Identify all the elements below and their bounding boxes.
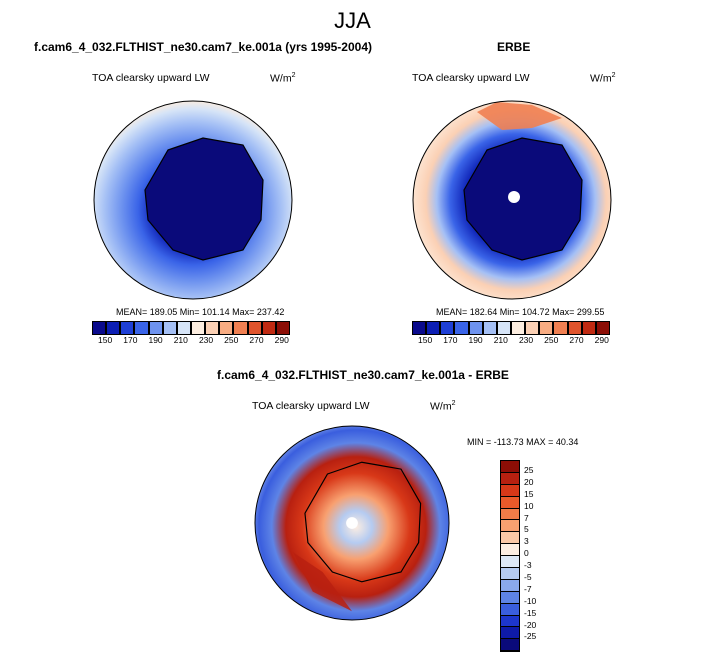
colorbar-tick-label: -5 — [524, 572, 532, 583]
colorbar-swatch — [501, 461, 519, 473]
colorbar-tick-label: -7 — [524, 583, 532, 594]
figure-title: JJA — [334, 8, 371, 33]
colorbar-swatch — [501, 615, 519, 628]
model-polar-map — [93, 100, 293, 300]
colorbar-swatch — [468, 321, 483, 335]
colorbar-tick-label: 270 — [249, 335, 264, 345]
colorbar-tick-label: 230 — [518, 335, 534, 345]
colorbar-swatch — [426, 321, 441, 335]
colorbar-swatch — [501, 496, 519, 509]
colorbar-tick-label: 5 — [524, 524, 529, 535]
diff-polar-map — [254, 425, 450, 621]
colorbar-swatch — [482, 321, 497, 335]
colorbar-swatch — [510, 321, 526, 335]
colorbar-tick-label: 150 — [98, 335, 113, 345]
obs-panel-title: ERBE — [497, 40, 531, 54]
colorbar-tick-label: 10 — [524, 500, 534, 511]
colorbar-swatch — [581, 321, 596, 335]
colorbar-swatch — [496, 321, 511, 335]
colorbar-swatch — [176, 321, 191, 335]
diff-antarctica-outline — [304, 461, 422, 583]
colorbar-tick-label: 230 — [198, 335, 214, 345]
model-colorbar: 150 170 190 210 230 250 270 290 — [92, 321, 300, 345]
colorbar-swatch — [106, 321, 121, 335]
colorbar-tick-label: 20 — [524, 476, 534, 487]
colorbar-swatch — [501, 556, 519, 569]
colorbar-swatch — [567, 321, 582, 335]
obs-stats: MEAN= 182.64 Min= 104.72 Max= 299.55 — [436, 307, 605, 317]
colorbar-swatch — [501, 568, 519, 580]
colorbar-swatch — [501, 508, 519, 521]
colorbar-swatch — [525, 321, 540, 335]
colorbar-tick-label: 7 — [524, 512, 529, 523]
colorbar-swatch — [501, 579, 519, 592]
colorbar-swatch — [501, 532, 519, 545]
colorbar-swatch — [412, 321, 427, 335]
colorbar-tick-label: 210 — [493, 335, 508, 345]
diff-stats: MIN = -113.73 MAX = 40.34 — [467, 437, 579, 447]
model-variable-label: TOA clearsky upward LW — [92, 72, 210, 84]
obs-colorbar: 150 170 190 210 230 250 270 290 — [412, 321, 620, 345]
colorbar-swatch — [501, 627, 519, 640]
model-panel-title: f.cam6_4_032.FLTHIST_ne30.cam7_ke.001a (… — [34, 40, 372, 54]
colorbar-tick-label: 290 — [594, 335, 609, 345]
colorbar-swatch — [120, 321, 135, 335]
colorbar-tick-label: 15 — [524, 488, 534, 499]
obs-antarctica-outline — [463, 137, 583, 261]
colorbar-tick-label: -20 — [524, 619, 537, 630]
colorbar-swatch — [219, 321, 234, 335]
colorbar-swatch — [501, 544, 519, 557]
colorbar-swatch — [539, 321, 554, 335]
colorbar-tick-label: 210 — [173, 335, 188, 345]
diff-panel-title: f.cam6_4_032.FLTHIST_ne30.cam7_ke.001a -… — [217, 368, 509, 382]
colorbar-tick-label: -10 — [524, 595, 537, 606]
colorbar-swatch — [595, 321, 610, 335]
colorbar-swatch — [162, 321, 177, 335]
colorbar-tick-label: 250 — [544, 335, 559, 345]
colorbar-tick-label: -25 — [524, 631, 537, 642]
diff-pole-hole — [346, 517, 358, 529]
colorbar-tick-label: 3 — [524, 536, 529, 547]
colorbar-swatch — [261, 321, 276, 335]
colorbar-swatch — [205, 321, 220, 335]
obs-variable-label: TOA clearsky upward LW — [412, 72, 530, 84]
diff-variable-label: TOA clearsky upward LW — [252, 400, 370, 412]
colorbar-swatch — [134, 321, 149, 335]
colorbar-tick-label: -3 — [524, 560, 532, 571]
colorbar-tick-label: 25 — [524, 465, 534, 475]
colorbar-swatch — [501, 520, 519, 533]
colorbar-tick-label: 190 — [148, 335, 163, 345]
colorbar-swatch — [92, 321, 107, 335]
model-antarctica-outline — [144, 137, 264, 261]
colorbar-swatch — [440, 321, 455, 335]
obs-units-label: W/m2 — [590, 72, 616, 85]
diff-units-label: W/m2 — [430, 400, 456, 413]
colorbar-tick-label: -15 — [524, 607, 537, 618]
model-stats: MEAN= 189.05 Min= 101.14 Max= 237.42 — [116, 307, 285, 317]
colorbar-swatch — [275, 321, 290, 335]
colorbar-swatch — [247, 321, 262, 335]
colorbar-swatch — [501, 591, 519, 604]
colorbar-tick-label: 250 — [224, 335, 239, 345]
colorbar-tick-label: 0 — [524, 548, 529, 559]
colorbar-swatch — [190, 321, 206, 335]
colorbar-swatch — [233, 321, 248, 335]
model-units-label: W/m2 — [270, 72, 296, 85]
colorbar-tick-label: 170 — [123, 335, 138, 345]
colorbar-swatch — [501, 639, 519, 652]
colorbar-swatch — [553, 321, 568, 335]
colorbar-tick-label: 150 — [418, 335, 433, 345]
colorbar-tick-label: 190 — [468, 335, 483, 345]
colorbar-swatch — [148, 321, 163, 335]
colorbar-swatch — [454, 321, 469, 335]
colorbar-swatch — [501, 472, 519, 485]
obs-pole-hole — [508, 191, 520, 203]
diff-colorbar: 25 20 15 10 7 5 3 0 -3 -5 -7 -10 -15 -20 -25 — [500, 460, 536, 652]
colorbar-swatch — [501, 484, 519, 497]
obs-polar-map — [412, 100, 612, 300]
colorbar-tick-label: 290 — [274, 335, 289, 345]
colorbar-tick-label: 270 — [569, 335, 584, 345]
colorbar-swatch — [501, 603, 519, 616]
colorbar-tick-label: 170 — [443, 335, 458, 345]
